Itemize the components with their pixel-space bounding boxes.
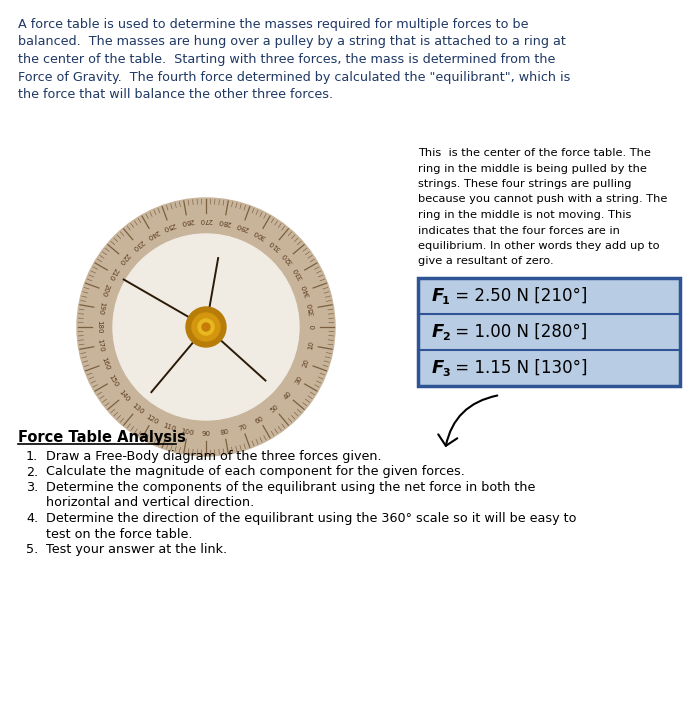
Text: 320: 320 — [281, 251, 295, 265]
Text: Force Table Analysis: Force Table Analysis — [18, 430, 186, 445]
Text: horizontal and vertical direction.: horizontal and vertical direction. — [46, 496, 254, 510]
Circle shape — [77, 198, 335, 456]
Text: 1: 1 — [442, 296, 449, 306]
Text: 240: 240 — [146, 228, 160, 240]
Circle shape — [192, 313, 220, 341]
Text: 220: 220 — [118, 251, 131, 265]
Text: F: F — [432, 359, 444, 377]
Text: equilibrium. In other words they add up to: equilibrium. In other words they add up … — [418, 241, 659, 251]
Text: 40: 40 — [283, 391, 293, 401]
Text: 280: 280 — [218, 217, 232, 226]
Text: = 1.00 N [280°]: = 1.00 N [280°] — [450, 323, 587, 341]
Text: 140: 140 — [118, 389, 131, 403]
Text: Determine the direction of the equilibrant using the 360° scale so it will be ea: Determine the direction of the equilibra… — [46, 512, 577, 525]
Text: Determine the components of the equilibrant using the net force in both the: Determine the components of the equilibr… — [46, 481, 536, 494]
Text: Draw a Free-Body diagram of the three forces given.: Draw a Free-Body diagram of the three fo… — [46, 450, 382, 463]
Text: 2: 2 — [442, 332, 449, 342]
Text: 0: 0 — [310, 324, 316, 329]
Text: 120: 120 — [145, 414, 160, 426]
Text: 270: 270 — [199, 217, 213, 223]
Text: 180: 180 — [96, 320, 102, 334]
Text: 4.: 4. — [26, 512, 38, 525]
Text: 5.: 5. — [26, 543, 38, 556]
Text: 60: 60 — [254, 415, 265, 424]
Text: 90: 90 — [202, 431, 211, 437]
FancyBboxPatch shape — [418, 278, 680, 386]
Text: because you cannot push with a string. The: because you cannot push with a string. T… — [418, 195, 667, 205]
Text: give a resultant of zero.: give a resultant of zero. — [418, 257, 554, 267]
Text: the force that will balance the other three forces.: the force that will balance the other th… — [18, 88, 333, 101]
Text: 190: 190 — [97, 302, 105, 316]
FancyArrowPatch shape — [438, 396, 497, 446]
Text: 200: 200 — [100, 283, 111, 298]
Text: 130: 130 — [130, 402, 144, 416]
Text: 210: 210 — [107, 266, 119, 281]
Text: 260: 260 — [181, 217, 195, 226]
Text: = 1.15 N [130°]: = 1.15 N [130°] — [450, 359, 587, 377]
Text: 300: 300 — [252, 228, 267, 240]
Text: Calculate the magnitude of each component for the given forces.: Calculate the magnitude of each componen… — [46, 466, 465, 478]
Circle shape — [186, 307, 226, 347]
Text: This  is the center of the force table. The: This is the center of the force table. T… — [418, 148, 651, 158]
Text: 340: 340 — [302, 283, 312, 298]
Text: 3: 3 — [442, 368, 449, 378]
Text: strings. These four strings are pulling: strings. These four strings are pulling — [418, 179, 631, 189]
Circle shape — [198, 319, 214, 335]
Text: test on the force table.: test on the force table. — [46, 528, 192, 540]
Text: 250: 250 — [162, 221, 176, 232]
Text: ring in the middle is not moving. This: ring in the middle is not moving. This — [418, 210, 631, 220]
Text: F: F — [432, 323, 444, 341]
Text: the center of the table.  Starting with three forces, the mass is determined fro: the center of the table. Starting with t… — [18, 53, 555, 66]
Text: 290: 290 — [235, 221, 250, 232]
Text: 230: 230 — [130, 238, 144, 252]
Text: 30: 30 — [294, 375, 304, 386]
Text: 1.: 1. — [26, 450, 38, 463]
Text: 310: 310 — [267, 238, 282, 252]
Text: 330: 330 — [293, 266, 304, 281]
Text: 10: 10 — [307, 341, 315, 351]
Text: = 2.50 N [210°]: = 2.50 N [210°] — [450, 287, 587, 305]
Text: 80: 80 — [220, 429, 230, 436]
Text: indicates that the four forces are in: indicates that the four forces are in — [418, 225, 620, 235]
Text: 50: 50 — [270, 404, 280, 414]
Text: 160: 160 — [100, 356, 111, 371]
Text: 3.: 3. — [26, 481, 38, 494]
Text: 150: 150 — [107, 373, 119, 388]
Circle shape — [113, 234, 299, 420]
Text: Force of Gravity.  The fourth force determined by calculated the "equilibrant", : Force of Gravity. The fourth force deter… — [18, 71, 570, 83]
Text: 20: 20 — [302, 359, 311, 369]
Text: ring in the middle is being pulled by the: ring in the middle is being pulled by th… — [418, 163, 647, 173]
Text: 2.: 2. — [26, 466, 38, 478]
Text: balanced.  The masses are hung over a pulley by a string that is attached to a r: balanced. The masses are hung over a pul… — [18, 36, 566, 48]
Text: 350: 350 — [307, 302, 316, 316]
Text: A force table is used to determine the masses required for multiple forces to be: A force table is used to determine the m… — [18, 18, 528, 31]
Text: F: F — [432, 287, 444, 305]
Text: 170: 170 — [97, 339, 105, 353]
Text: 100: 100 — [181, 429, 195, 436]
Circle shape — [202, 323, 210, 331]
Text: 110: 110 — [162, 422, 177, 433]
Text: Test your answer at the link.: Test your answer at the link. — [46, 543, 227, 556]
Text: 70: 70 — [237, 424, 248, 432]
